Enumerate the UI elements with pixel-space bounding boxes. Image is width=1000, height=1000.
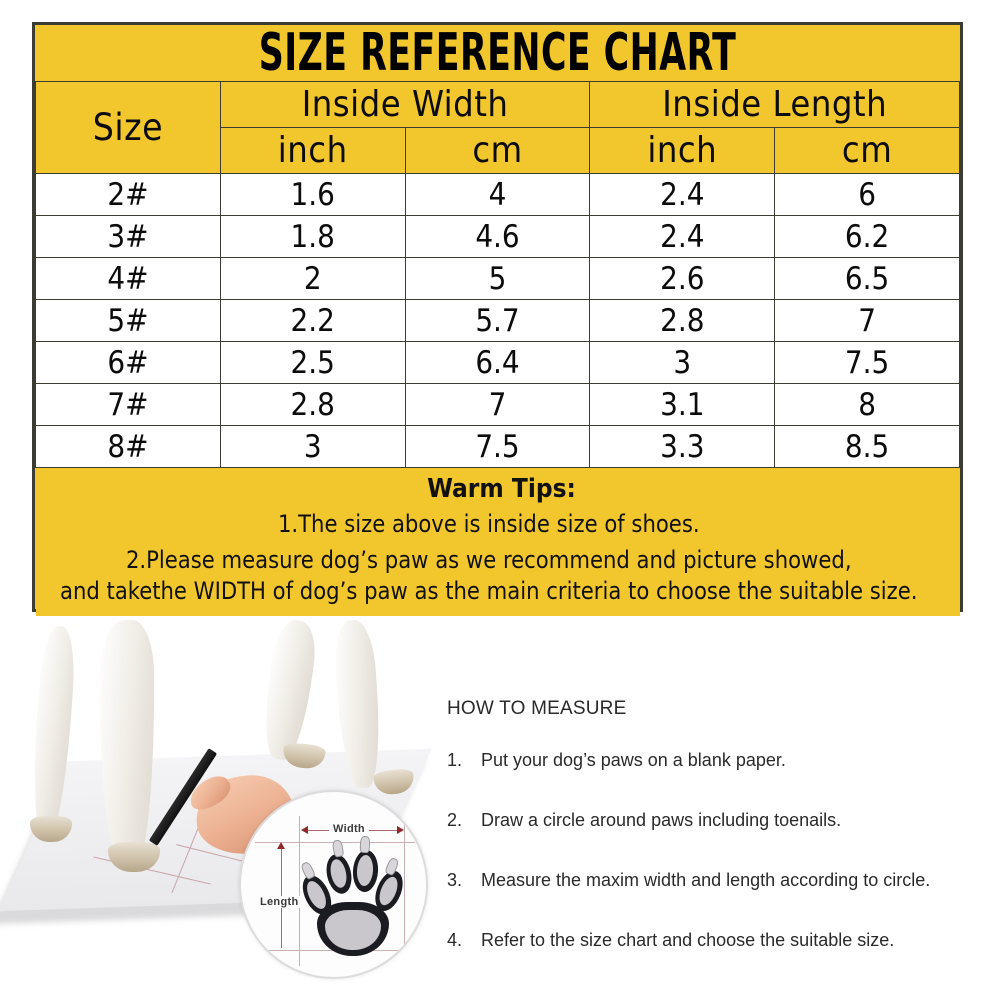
step-number: 2. [447,810,463,830]
step-number: 1. [447,750,463,770]
cell-size: 6# [35,341,221,384]
step-text: Measure the maxim width and length accor… [481,870,931,890]
cell-width-inch: 2.8 [219,383,406,426]
warm-tips-line-1: 1.The size above is inside size of shoes… [277,510,700,539]
cell-length-inch: 2.4 [589,215,776,258]
step-text: Put your dog’s paws on a blank paper. [481,750,786,770]
table-row: 6# 2.5 6.4 3 7.5 [35,341,960,384]
cell-length-inch: 3.3 [589,425,776,468]
warm-tips-row: Warm Tips: 1.The size above is inside si… [35,467,960,616]
how-to-measure-section: HOW TO MEASURE 1. Put your dog’s paws on… [0,620,1000,1000]
header-unit-row: inch cm inch cm [36,127,960,174]
dog-paw-rear-left [30,816,72,842]
warm-tips-cell: Warm Tips: 1.The size above is inside si… [35,467,960,616]
cell-width-inch: 2 [219,257,406,300]
cell-width-cm: 6.4 [404,341,591,384]
cell-width-cm: 4.6 [404,215,591,258]
list-item: 4. Refer to the size chart and choose th… [447,930,992,951]
cell-width-inch: 2.2 [219,299,406,342]
table-row: 5# 2.2 5.7 2.8 7 [35,299,960,342]
length-arrow-up-icon [277,842,285,849]
step-text: Refer to the size chart and choose the s… [481,930,895,950]
cell-width-inch: 1.8 [219,215,406,258]
cell-length-inch: 3.1 [589,383,776,426]
cell-width-inch: 2.5 [219,341,406,384]
chart-title-cell: SIZE REFERENCE CHART [35,22,960,83]
list-item: 3. Measure the maxim width and length ac… [447,870,992,891]
warm-tips-title: Warm Tips: [427,474,576,505]
size-reference-chart: SIZE REFERENCE CHART Size Inside Width I… [32,22,963,616]
cell-size: 7# [35,383,221,426]
cell-size: 8# [35,425,221,468]
length-label: Length [257,896,302,908]
width-arrow-left-icon [301,826,308,834]
instructions-list: HOW TO MEASURE 1. Put your dog’s paws on… [447,698,992,990]
step-number: 3. [447,870,463,890]
cell-width-inch: 1.6 [219,173,406,216]
header-inside-length: Inside Length [589,81,960,128]
cell-width-inch: 3 [219,425,406,468]
header-size: Size [35,81,221,174]
width-label: Width [329,823,369,835]
cell-length-inch: 2.6 [589,257,776,300]
cell-size: 3# [35,215,221,258]
cell-length-inch: 2.8 [589,299,776,342]
cell-length-cm: 8 [774,383,960,426]
guide-line-right [404,816,405,956]
warm-tips-line-3: and takethe WIDTH of dog’s paw as the ma… [59,576,918,605]
width-arrow-right-icon [397,826,404,834]
warm-tips-line-2: 2.Please measure dog’s paw as we recomme… [125,546,852,575]
cell-length-cm: 8.5 [774,425,960,468]
table-row: 8# 3 7.5 3.3 8.5 [35,425,960,468]
dog-leg-front-left [258,620,320,763]
header-length-cm: cm [774,127,960,174]
cell-width-cm: 4 [404,173,591,216]
cell-width-cm: 7 [404,383,591,426]
header-group-row: Size Inside Width Inside Length [35,81,960,174]
list-item: 1. Put your dog’s paws on a blank paper. [447,750,992,771]
magnifier-inset: Width Length [239,790,428,979]
dog-paw-rear-right [108,842,160,872]
cell-size: 5# [35,299,221,342]
size-table: SIZE REFERENCE CHART Size Inside Width I… [35,25,960,616]
cell-length-inch: 2.4 [589,173,776,216]
table-row: 7# 2.8 7 3.1 8 [35,383,960,426]
cell-length-cm: 7.5 [774,341,960,384]
cell-width-cm: 5.7 [404,299,591,342]
table-row: 3# 1.8 4.6 2.4 6.2 [35,215,960,258]
step-number: 4. [447,930,463,950]
cell-width-cm: 5 [404,257,591,300]
list-item: 2. Draw a circle around paws including t… [447,810,992,831]
guide-line-left [299,816,300,966]
table-row: 2# 1.6 4 2.4 6 [35,173,960,216]
cell-length-cm: 6.5 [774,257,960,300]
header-inside-width: Inside Width [219,81,591,128]
header-width-cm: cm [404,127,591,174]
measuring-photo [0,620,440,1000]
table-row: 4# 2 5 2.6 6.5 [35,257,960,300]
paw-main-pad-inner [325,910,381,950]
how-to-measure-title: HOW TO MEASURE [447,698,627,719]
header-length-inch: inch [589,127,776,174]
page-title: SIZE REFERENCE CHART [258,22,737,83]
cell-size: 2# [35,173,221,216]
header-width-inch: inch [219,127,406,174]
paw-nail-2 [359,835,371,854]
dog-leg-rear-right [100,620,154,865]
cell-length-cm: 6 [774,173,960,216]
cell-width-cm: 7.5 [404,425,591,468]
cell-length-cm: 7 [774,299,960,342]
cell-length-inch: 3 [589,341,776,384]
table-title-row: SIZE REFERENCE CHART [35,22,960,83]
cell-size: 4# [35,257,221,300]
step-text: Draw a circle around paws including toen… [481,810,842,830]
cell-length-cm: 6.2 [774,215,960,258]
